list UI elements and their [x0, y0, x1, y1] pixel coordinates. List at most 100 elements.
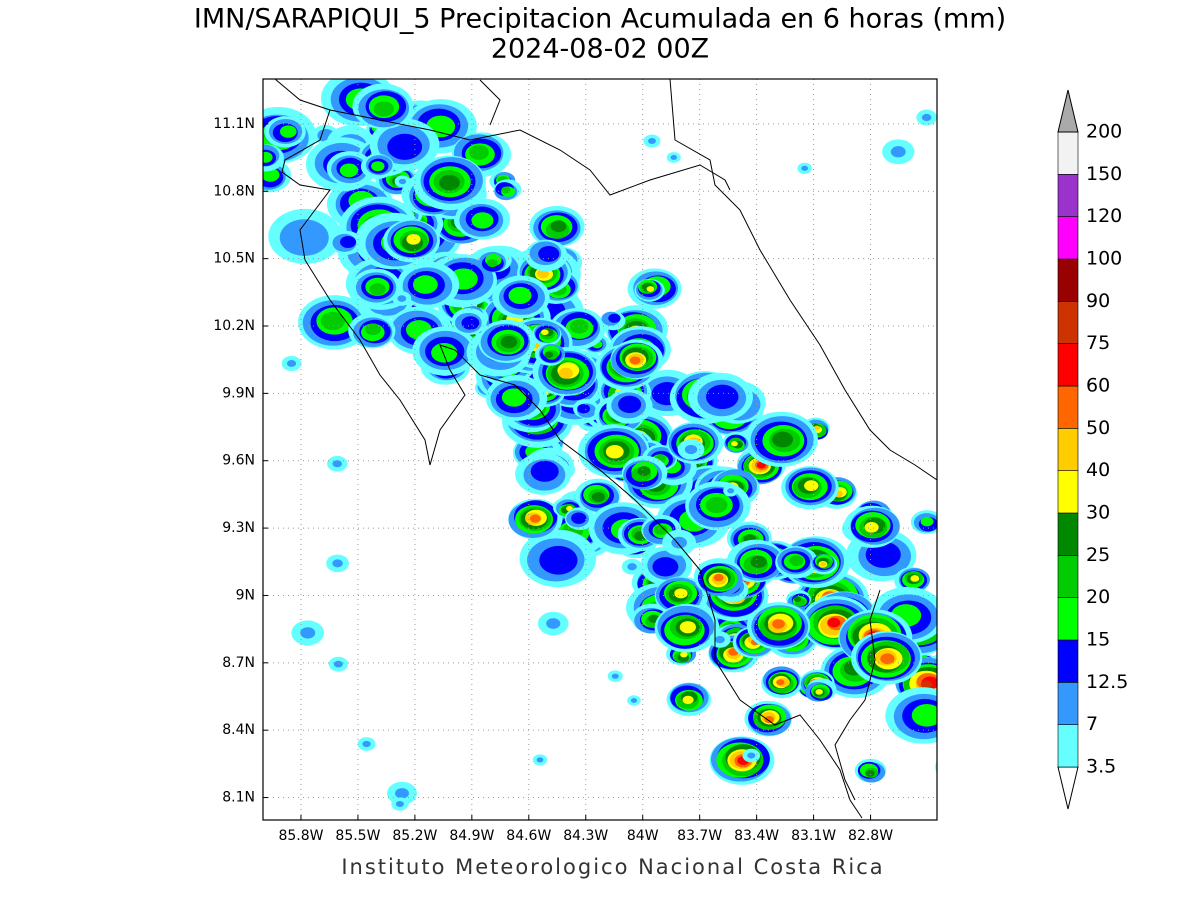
- precip-cell: [369, 283, 386, 296]
- precip-cell: [536, 757, 544, 763]
- precip-cell: [397, 295, 407, 302]
- colorbar-box: [1057, 470, 1079, 514]
- subtitle: 2024-08-02 00Z: [491, 34, 709, 65]
- precip-cell: [948, 659, 970, 676]
- colorbar-box: [1057, 174, 1079, 217]
- precip-cell: [910, 575, 920, 582]
- lat-tick-label: 8.7N: [222, 655, 255, 671]
- colorbar-label: 50: [1086, 417, 1110, 439]
- precip-cell: [501, 388, 527, 407]
- colorbar-label: 20: [1086, 586, 1110, 608]
- precip-cell: [646, 286, 655, 292]
- precip-cell: [654, 524, 668, 535]
- precip-cell: [943, 657, 971, 678]
- precip-cell: [951, 514, 978, 535]
- precip-cell: [820, 561, 827, 567]
- precip-cell: [865, 541, 901, 568]
- precip-cell: [948, 750, 968, 765]
- precip-cell: [486, 258, 498, 268]
- precip-cell: [939, 753, 974, 779]
- lat-tick-label: 9.9N: [222, 385, 255, 401]
- precip-cell: [605, 445, 624, 459]
- precip-cell: [536, 269, 550, 279]
- colorbar-box: [1057, 385, 1079, 429]
- lat-tick-label: 9N: [236, 587, 255, 603]
- precip-cell: [974, 541, 992, 554]
- precip-cell: [538, 245, 560, 262]
- precip-cell: [731, 441, 738, 447]
- precip-cell: [950, 761, 965, 772]
- precip-cell: [398, 178, 407, 185]
- precip-cell: [978, 545, 989, 553]
- precip-cell: [935, 760, 937, 774]
- precip-cell: [967, 537, 995, 558]
- precip-cell: [395, 788, 409, 799]
- precip-cell: [373, 101, 394, 117]
- precip-cell: [964, 535, 999, 562]
- colorbar-box: [1057, 131, 1079, 175]
- lat-tick-label: 11.1N: [213, 116, 255, 132]
- colorbar-box: [1057, 343, 1079, 387]
- precip-cell: [955, 516, 976, 531]
- precip-cell: [577, 403, 591, 414]
- precip-cell: [980, 545, 987, 550]
- precip-cell: [936, 673, 937, 679]
- precip-cell: [539, 545, 578, 575]
- precip-cell: [670, 155, 678, 160]
- precip-cell: [941, 748, 975, 773]
- precip-cell: [789, 555, 804, 567]
- precip-cell: [943, 758, 968, 777]
- colorbar-under: [1057, 766, 1079, 810]
- precip-cell: [948, 757, 968, 772]
- colorbar-box: [1057, 258, 1079, 302]
- precip-cell: [941, 754, 971, 777]
- precip-cell: [629, 356, 641, 365]
- precip-cell: [950, 761, 960, 769]
- precip-cell: [608, 313, 621, 323]
- precip-cell: [333, 660, 343, 668]
- colorbar-label: 100: [1086, 248, 1122, 270]
- precip-cell: [776, 679, 785, 686]
- lon-tick-label: 84.3W: [563, 828, 608, 844]
- colorbar-box: [1057, 512, 1079, 556]
- colorbar: 3.5 7 12.5 15 20 25 30 40 50 60 75 90 100 120 150 200: [1057, 89, 1128, 810]
- precip-cell: [804, 480, 819, 492]
- precip-cell: [938, 668, 956, 682]
- precip-cell: [439, 174, 460, 191]
- precip-cell: [864, 522, 879, 533]
- precip-cell: [530, 460, 559, 482]
- lat-tick-label: 8.4N: [222, 722, 255, 738]
- precip-cell: [890, 146, 906, 158]
- precip-cell: [947, 748, 974, 768]
- colorbar-box: [1057, 301, 1079, 344]
- lat-tick-label: 9.3N: [222, 520, 255, 536]
- lon-tick-label: 83.1W: [791, 828, 836, 844]
- precip-cell: [263, 168, 280, 182]
- precip-cell: [637, 466, 651, 476]
- lon-tick-label: 83.7W: [677, 828, 722, 844]
- colorbar-box: [1057, 597, 1079, 641]
- lat-tick-label: 10.5N: [213, 251, 255, 267]
- colorbar-label: 200: [1086, 121, 1122, 143]
- precip-cell: [972, 540, 993, 556]
- lon-tick-label: 84W: [627, 828, 659, 844]
- lat-tick-label: 9.6N: [222, 453, 255, 469]
- coastline: [274, 79, 863, 819]
- colorbar-box: [1057, 724, 1079, 768]
- precip-cell: [713, 573, 724, 582]
- precip-cell: [395, 801, 404, 808]
- precip-cell: [880, 653, 895, 665]
- precip-cell: [747, 752, 756, 759]
- precip-cell: [332, 559, 343, 568]
- precip-cell: [938, 743, 978, 773]
- colorbar-label: 40: [1086, 459, 1110, 481]
- colorbar-label: 12.5: [1086, 671, 1128, 693]
- precip-cell: [953, 756, 966, 766]
- lon-tick-label: 85.5W: [335, 828, 380, 844]
- precip-cell: [920, 516, 934, 527]
- precip-cell: [541, 329, 549, 336]
- precip-cell: [431, 342, 458, 363]
- colorbar-box: [1057, 639, 1079, 683]
- precip-cell: [948, 515, 982, 541]
- precip-cell: [544, 351, 554, 358]
